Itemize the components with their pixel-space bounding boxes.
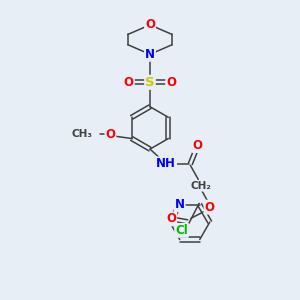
Text: N: N	[175, 198, 185, 211]
Text: Cl: Cl	[175, 224, 188, 237]
Text: O: O	[205, 201, 214, 214]
Text: O: O	[193, 139, 203, 152]
Text: O: O	[124, 76, 134, 89]
Text: CH₃: CH₃	[72, 129, 93, 139]
Text: O: O	[166, 76, 176, 89]
Text: N: N	[145, 48, 155, 61]
Text: O: O	[145, 18, 155, 32]
Text: O: O	[105, 128, 116, 141]
Text: O: O	[166, 212, 176, 225]
Text: S: S	[145, 76, 155, 89]
Text: CH₂: CH₂	[190, 181, 211, 191]
Text: NH: NH	[156, 157, 176, 170]
